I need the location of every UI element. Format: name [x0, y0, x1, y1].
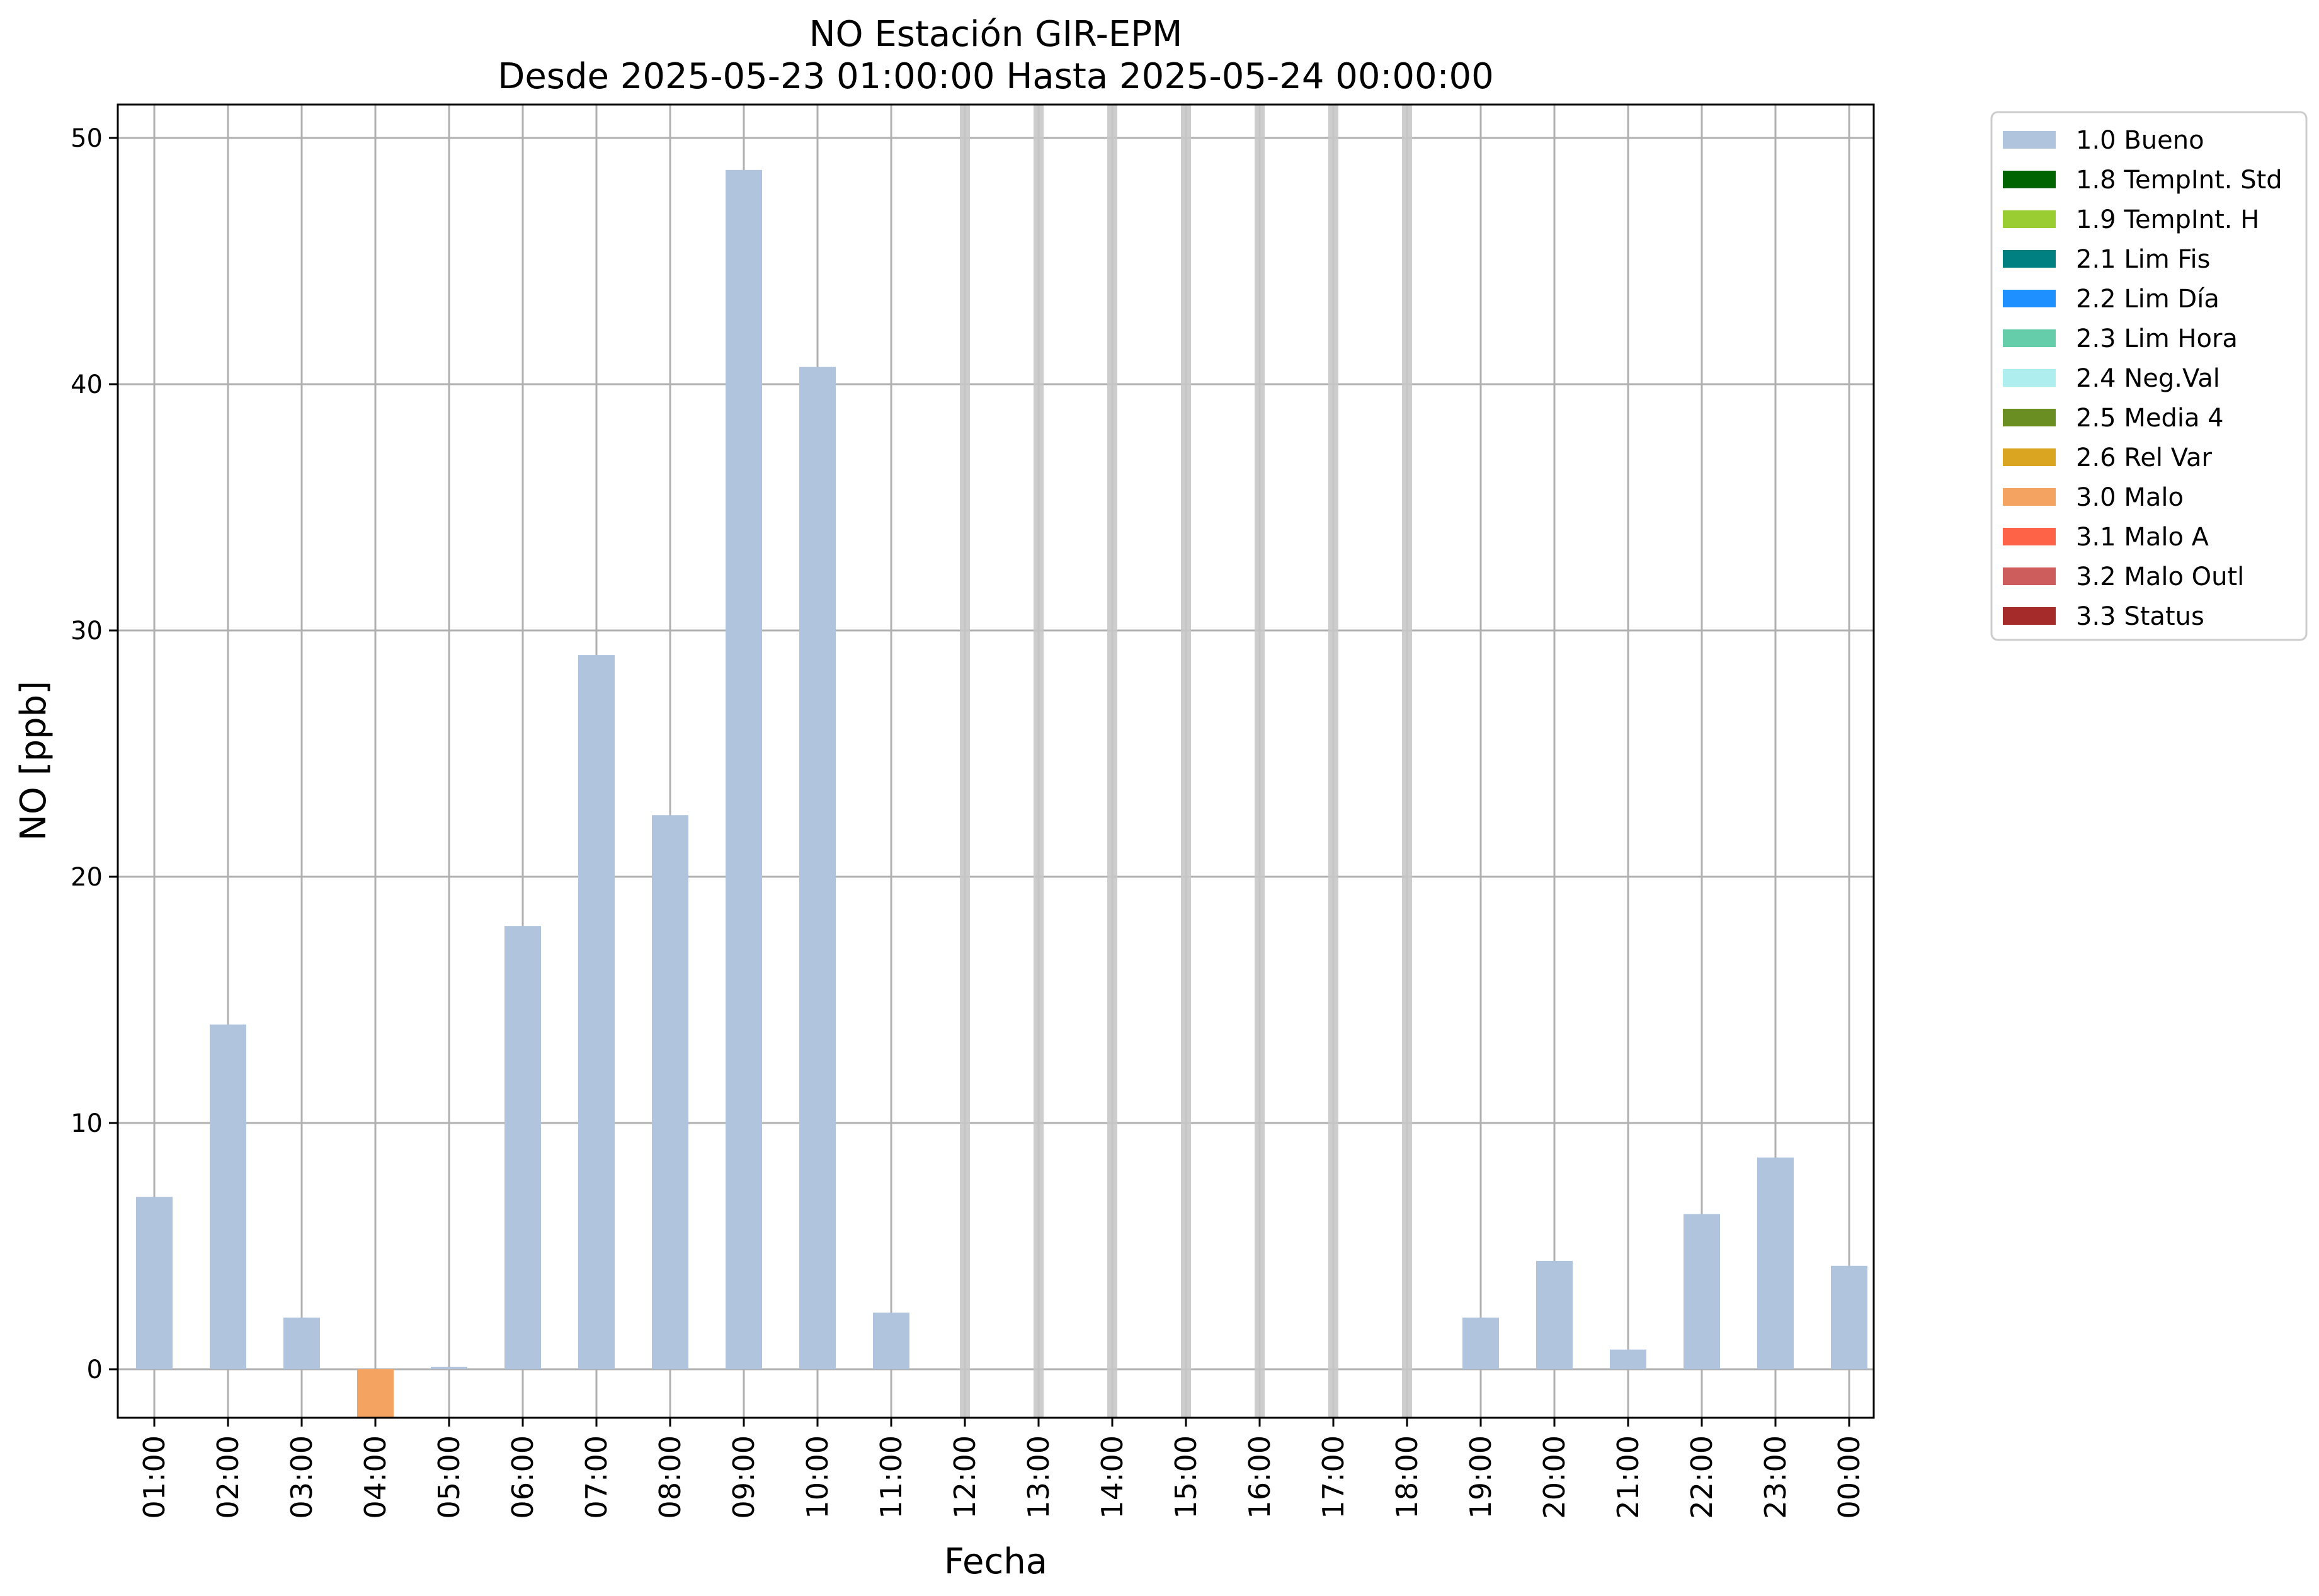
missing-data-markers — [960, 105, 1412, 1418]
bar-21:00 — [1610, 1349, 1646, 1369]
y-tick-label: 0 — [87, 1355, 103, 1384]
bar-07:00 — [578, 655, 615, 1369]
x-tick-label: 05:00 — [432, 1435, 466, 1519]
legend-swatch — [2003, 329, 2056, 347]
legend-label: 1.9 TempInt. H — [2076, 205, 2259, 234]
legend-label: 3.1 Malo A — [2076, 523, 2209, 552]
y-tick-label: 20 — [71, 863, 103, 892]
bar-01:00 — [136, 1197, 173, 1369]
bar-11:00 — [873, 1313, 909, 1369]
x-tick-label: 15:00 — [1169, 1435, 1203, 1519]
legend-swatch — [2003, 488, 2056, 506]
bar-06:00 — [504, 926, 541, 1369]
x-axis-label: Fecha — [944, 1541, 1047, 1582]
x-tick-label: 16:00 — [1243, 1435, 1277, 1519]
x-tick-label: 03:00 — [285, 1435, 319, 1519]
y-axis-label: NO [ppb] — [13, 681, 54, 841]
legend-label: 1.8 TempInt. Std — [2076, 166, 2282, 195]
legend-swatch — [2003, 369, 2056, 387]
missing-data-marker — [1181, 105, 1191, 1418]
bar-04:00 — [357, 1369, 394, 1418]
bar-23:00 — [1757, 1157, 1794, 1369]
legend-label: 3.2 Malo Outl — [2076, 562, 2244, 591]
missing-data-marker — [1328, 105, 1338, 1418]
legend: 1.0 Bueno 1.8 TempInt. Std 1.9 TempInt. H 2… — [1990, 111, 2308, 641]
legend-label: 3.0 Malo — [2076, 483, 2184, 512]
x-tick-label: 11:00 — [874, 1435, 908, 1519]
chart-title: NO Estación GIR-EPM — [809, 14, 1183, 55]
legend-label: 2.4 Neg.Val — [2076, 364, 2220, 393]
bar-19:00 — [1462, 1317, 1499, 1369]
legend-label: 2.2 Lim Día — [2076, 285, 2219, 314]
legend-label: 2.5 Media 4 — [2076, 404, 2224, 433]
legend-swatch — [2003, 171, 2056, 188]
missing-data-marker — [1402, 105, 1412, 1418]
x-tick-label: 07:00 — [579, 1435, 613, 1519]
missing-data-marker — [960, 105, 970, 1418]
x-tick-label: 21:00 — [1611, 1435, 1645, 1519]
y-tick-label: 30 — [71, 617, 103, 646]
bars — [136, 169, 1867, 1418]
bar-09:00 — [726, 169, 762, 1370]
bar-22:00 — [1684, 1214, 1720, 1369]
x-tick-label: 13:00 — [1022, 1435, 1056, 1519]
x-tick-label: 10:00 — [801, 1435, 835, 1519]
legend-label: 3.3 Status — [2076, 602, 2204, 631]
legend-label: 1.0 Bueno — [2076, 126, 2204, 155]
x-tick-label: 14:00 — [1095, 1435, 1129, 1519]
legend-swatch — [2003, 607, 2056, 625]
bar-08:00 — [652, 815, 688, 1369]
legend-label: 2.3 Lim Hora — [2076, 324, 2238, 353]
x-tick-label: 22:00 — [1685, 1435, 1719, 1519]
y-tick-label: 10 — [71, 1109, 103, 1138]
missing-data-marker — [1034, 105, 1044, 1418]
chart-subtitle: Desde 2025-05-23 01:00:00 Hasta 2025-05-… — [498, 56, 1494, 97]
bar-20:00 — [1536, 1260, 1573, 1369]
y-axis-ticks: 0 10 20 30 40 50 — [71, 124, 118, 1384]
y-tick-label: 40 — [71, 370, 103, 399]
legend-swatch — [2003, 448, 2056, 466]
grid-lines — [118, 105, 1874, 1418]
x-tick-label: 04:00 — [358, 1435, 392, 1519]
plot-frame — [117, 103, 1875, 1419]
x-tick-label: 02:00 — [211, 1435, 245, 1519]
legend-label: 2.6 Rel Var — [2076, 443, 2213, 472]
x-tick-label: 01:00 — [137, 1435, 171, 1519]
bar-02:00 — [210, 1024, 246, 1369]
missing-data-marker — [1107, 105, 1117, 1418]
x-axis-ticks: 01:00 02:00 03:00 04:00 05:00 06:00 07:00 08:00… — [137, 1418, 1866, 1519]
bar-10:00 — [799, 367, 836, 1369]
x-tick-label: 18:00 — [1390, 1435, 1424, 1519]
x-tick-label: 08:00 — [653, 1435, 687, 1519]
y-tick-label: 50 — [71, 124, 103, 153]
legend-swatch — [2003, 409, 2056, 426]
missing-data-marker — [1255, 105, 1265, 1418]
legend-swatch — [2003, 290, 2056, 307]
x-tick-label: 17:00 — [1316, 1435, 1350, 1519]
x-tick-label: 20:00 — [1537, 1435, 1571, 1519]
legend-swatch — [2003, 528, 2056, 545]
x-tick-label: 06:00 — [506, 1435, 540, 1519]
bar-03:00 — [283, 1317, 320, 1369]
bar-05:00 — [431, 1367, 467, 1369]
legend-label: 2.1 Lim Fis — [2076, 245, 2210, 274]
x-tick-label: 00:00 — [1832, 1435, 1866, 1519]
x-tick-label: 23:00 — [1758, 1435, 1792, 1519]
legend-swatch — [2003, 210, 2056, 228]
legend-swatch — [2003, 567, 2056, 585]
legend-swatch — [2003, 250, 2056, 268]
x-tick-label: 19:00 — [1464, 1435, 1498, 1519]
x-tick-label: 12:00 — [948, 1435, 982, 1519]
legend-swatch — [2003, 131, 2056, 149]
x-tick-label: 09:00 — [727, 1435, 761, 1519]
legend-box — [1990, 111, 2308, 641]
bar-00:00 — [1831, 1265, 1867, 1369]
